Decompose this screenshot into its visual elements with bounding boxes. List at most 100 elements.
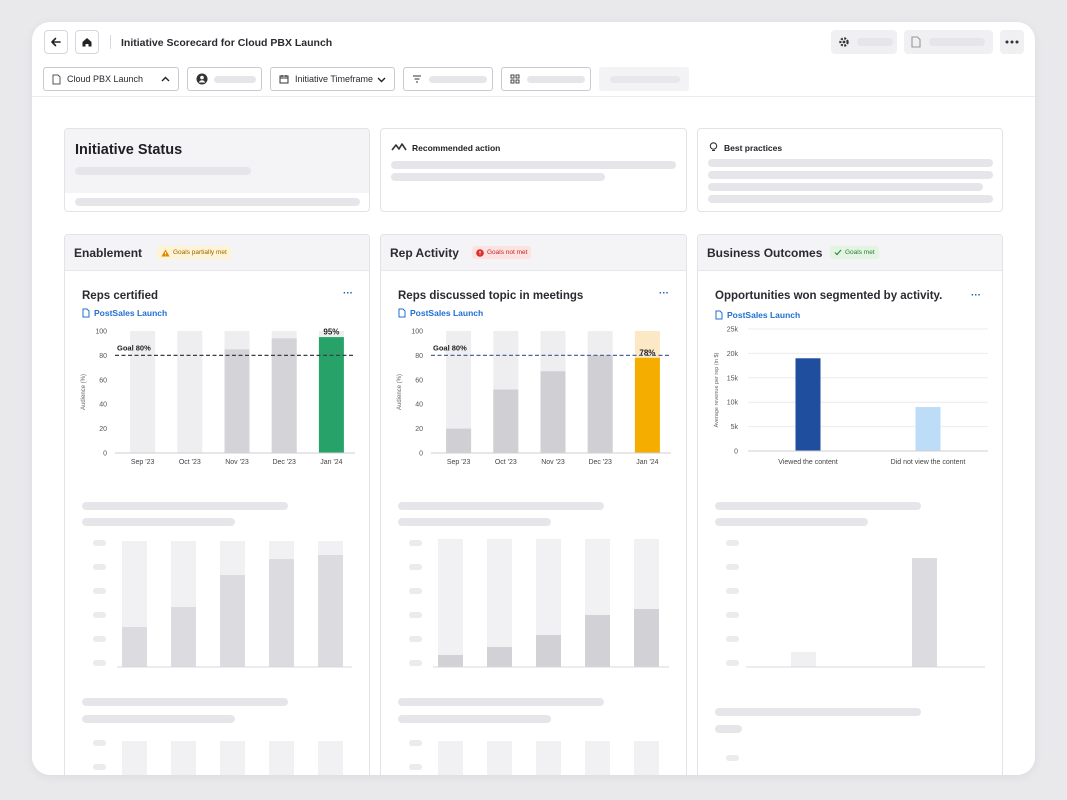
data-label: 78%	[639, 348, 655, 357]
user-icon	[196, 73, 208, 85]
best-practices-skeleton-line	[708, 195, 993, 203]
x-tick-label: Sep '23	[447, 459, 471, 466]
y-axis-label: Average revenue per rep (in $)	[714, 352, 720, 427]
check-icon	[834, 249, 842, 256]
back-button[interactable]	[44, 30, 68, 54]
link-label: PostSales Launch	[727, 310, 801, 320]
business-outcomes-panel-header: Business Outcomes Goals met	[698, 235, 1002, 271]
status-skeleton-line	[75, 198, 360, 206]
skeleton-line	[398, 698, 604, 706]
data-label: 95%	[323, 328, 339, 337]
enablement-panel-header: Enablement Goals partially met	[65, 235, 369, 271]
postsales-launch-link[interactable]: PostSales Launch	[82, 308, 167, 318]
opportunities-won-chart: Average revenue per rep (in $) 0 5k 10k 15k 2…	[714, 327, 988, 466]
placeholder-chart	[726, 540, 985, 668]
bar	[493, 389, 519, 453]
y-tick-label: 100	[95, 329, 107, 336]
chart-title: Reps certified	[82, 290, 159, 302]
bar-track	[177, 331, 203, 453]
initiative-select[interactable]: Cloud PBX Launch	[43, 67, 179, 91]
goals-met-badge: Goals met	[830, 246, 879, 259]
arrow-left-icon	[51, 37, 61, 47]
reps-certified-chart: Audience (%) 0 20 40 60 80 100 Sep '23 Oct '23 No…	[81, 328, 355, 466]
bar	[915, 407, 941, 451]
x-tick-label: Oct '23	[495, 459, 517, 466]
more-options-button[interactable]	[1000, 30, 1024, 54]
activity-icon	[391, 143, 407, 151]
status-card-band	[65, 129, 369, 193]
x-tick-label: Viewed the content	[778, 459, 837, 466]
y-tick-label: 20k	[727, 351, 739, 358]
placeholder-chart	[409, 539, 669, 668]
chevron-up-icon	[161, 76, 170, 82]
placeholder-chart	[93, 740, 343, 775]
document-icon	[52, 74, 61, 84]
badge-label: Goals met	[845, 249, 875, 256]
x-tick-label: Nov '23	[541, 459, 565, 466]
y-tick-label: 20	[99, 426, 107, 433]
page-title: Initiative Scorecard for Cloud PBX Launc…	[121, 37, 333, 49]
rep-activity-panel-header: Rep Activity Goals not met	[381, 235, 686, 271]
enablement-title: Enablement	[74, 246, 143, 260]
header-divider	[110, 35, 111, 49]
x-tick-label: Dec '23	[272, 459, 296, 466]
best-practices-card: Best practices	[697, 128, 1003, 212]
x-tick-label: Jan '24	[636, 459, 658, 466]
y-tick-label: 40	[99, 402, 107, 409]
badge-label: Goals partially met	[173, 249, 227, 256]
rep-activity-panel: Rep Activity Goals not met Reps discusse…	[380, 234, 687, 775]
recommended-skeleton-line	[391, 173, 605, 181]
skeleton-line	[398, 518, 551, 526]
initiative-status-card: Initiative Status	[64, 128, 370, 212]
report-button[interactable]	[904, 30, 993, 54]
filter-bar: Cloud PBX Launch Initiative Timeframe	[32, 67, 1035, 92]
chevron-down-icon	[377, 77, 386, 83]
y-tick-label: 10k	[727, 400, 739, 407]
skeleton-line	[82, 502, 288, 510]
business-outcomes-panel: Business Outcomes Goals met Opportunitie…	[697, 234, 1003, 775]
rep-activity-title: Rep Activity	[390, 246, 459, 260]
document-icon	[911, 36, 921, 48]
bar	[271, 338, 297, 453]
postsales-launch-link[interactable]: PostSales Launch	[715, 310, 800, 320]
badge-label: Goals not met	[487, 249, 528, 256]
report-label-placeholder	[929, 38, 985, 46]
warning-icon	[161, 249, 170, 256]
skeleton-line	[715, 518, 868, 526]
x-tick-label: Jan '24	[320, 459, 342, 466]
grid-icon	[510, 74, 520, 84]
bar	[587, 355, 613, 453]
filter-button[interactable]	[403, 67, 493, 91]
filter-icon	[413, 75, 421, 83]
chart-title: Reps discussed topic in meetings	[398, 290, 584, 302]
goals-partially-met-badge: Goals partially met	[157, 246, 231, 259]
x-tick-label: Sep '23	[131, 459, 155, 466]
best-practices-skeleton-line	[708, 183, 983, 191]
home-button[interactable]	[75, 30, 99, 54]
x-tick-label: Nov '23	[225, 459, 249, 466]
initiative-status-title: Initiative Status	[75, 142, 183, 158]
bar	[224, 349, 250, 453]
goals-not-met-badge: Goals not met	[472, 246, 532, 259]
skeleton-line	[715, 502, 921, 510]
person-filter[interactable]	[187, 67, 262, 91]
postsales-launch-link[interactable]: PostSales Launch	[398, 308, 483, 318]
chart-menu-button[interactable]: ···	[659, 288, 669, 299]
y-tick-label: 60	[99, 377, 107, 384]
placeholder-chart	[726, 755, 739, 761]
business-outcomes-title: Business Outcomes	[707, 246, 823, 260]
settings-button[interactable]	[831, 30, 897, 54]
placeholder-chart	[409, 740, 659, 775]
person-filter-placeholder	[214, 75, 256, 83]
y-tick-label: 20	[415, 426, 423, 433]
bar	[318, 337, 344, 453]
disabled-filter-placeholder	[610, 75, 680, 83]
timeframe-select[interactable]: Initiative Timeframe	[270, 67, 395, 91]
chart-menu-button[interactable]: ···	[343, 288, 353, 299]
timeframe-select-value: Initiative Timeframe	[295, 74, 374, 84]
layout-button[interactable]	[501, 67, 591, 91]
chart-title: Opportunities won segmented by activity.	[715, 290, 943, 302]
y-tick-label: 0	[103, 451, 107, 458]
more-horizontal-icon	[1005, 40, 1019, 44]
chart-menu-button[interactable]: ···	[971, 290, 981, 301]
